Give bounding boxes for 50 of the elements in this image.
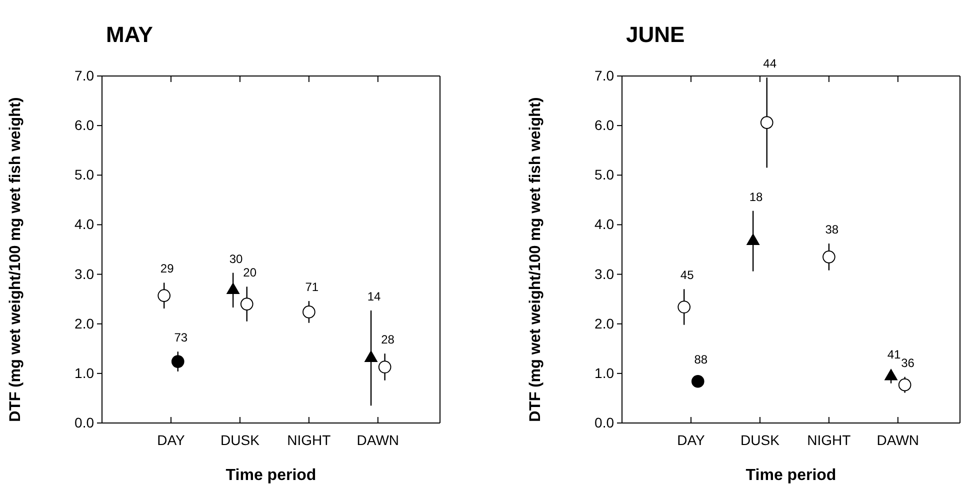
x-tick-label: DUSK (220, 432, 260, 448)
point (691, 374, 704, 388)
x-axis-title: Time period (746, 467, 836, 484)
x-tick-label: NIGHT (287, 432, 332, 448)
annotation: 28 (381, 332, 395, 347)
x-tick-label: DAWN (356, 432, 400, 448)
chart-title: MAY (106, 22, 154, 47)
y-tick-label: 3.0 (74, 266, 94, 282)
y-tick-label: 0.0 (74, 414, 94, 430)
y-tick-label: 5.0 (74, 166, 94, 183)
annotation: 38 (825, 222, 839, 237)
y-tick-label: 4.0 (74, 216, 94, 232)
y-tick-label: 7.0 (594, 67, 614, 84)
point (898, 378, 912, 392)
y-tick-label: 3.0 (594, 266, 614, 282)
y-tick-label: 4.0 (594, 216, 614, 232)
y-tick-label: 0.0 (594, 414, 614, 430)
annotation: 41 (887, 347, 902, 362)
x-tick-label: DAY (677, 432, 706, 448)
y-tick-label: 1.0 (594, 364, 614, 381)
annotation: 18 (749, 190, 764, 204)
x-axis-title: Time period (226, 467, 316, 484)
y-tick-label: 6.0 (594, 117, 614, 134)
chart-title: JUNE (626, 22, 685, 47)
x-tick-label: DAY (157, 432, 186, 448)
x-tick-label: DAWN (876, 432, 920, 448)
x-tick-label: DUSK (740, 432, 780, 448)
annotation: 88 (694, 352, 708, 366)
text: 44 (763, 56, 777, 70)
annotation: 29 (160, 262, 174, 276)
annotation: 20 (243, 266, 257, 280)
y-tick-label: 1.0 (74, 364, 94, 381)
y-axis-title: DTF (mg wet weight/100 mg wet fish weight) (7, 97, 24, 422)
y-axis-title: DTF (mg wet weight/100 mg wet fish weight) (527, 97, 544, 422)
y-tick-label: 5.0 (594, 166, 614, 183)
point (378, 360, 392, 374)
annotation: 36 (901, 356, 915, 370)
point (171, 355, 184, 368)
y-tick-label: 2.0 (74, 315, 94, 332)
y-tick-label: 7.0 (74, 67, 94, 84)
annotation: 30 (229, 252, 244, 266)
annotation: 73 (174, 330, 188, 345)
point (760, 116, 774, 129)
annotation: 45 (680, 268, 694, 282)
point (240, 298, 254, 310)
annotation: 14 (367, 289, 382, 304)
x-tick-label: NIGHT (807, 432, 852, 448)
y-tick-label: 2.0 (594, 315, 614, 332)
y-tick-label: 6.0 (74, 117, 94, 134)
annotation: 71 (305, 280, 319, 294)
